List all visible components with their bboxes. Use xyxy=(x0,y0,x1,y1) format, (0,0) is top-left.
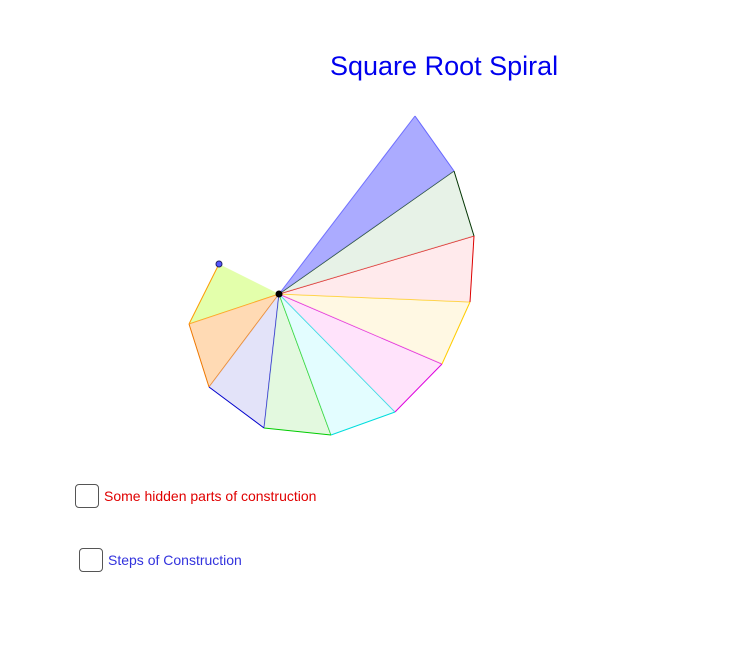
hidden-parts-checkbox[interactable] xyxy=(75,484,99,508)
triangle-sqrt11 xyxy=(279,116,454,294)
triangle-sqrt7-outer-edge xyxy=(394,363,443,413)
page-title: Square Root Spiral xyxy=(330,51,559,81)
triangle-sqrt3 xyxy=(189,294,279,387)
steps-checkbox[interactable] xyxy=(79,548,103,572)
triangle-sqrt4 xyxy=(209,294,279,428)
triangle-sqrt3-outer-edge xyxy=(188,323,210,388)
steps-label: Steps of Construction xyxy=(108,552,242,568)
triangle-sqrt8 xyxy=(279,294,470,364)
checkbox-row-steps[interactable]: Steps of Construction xyxy=(79,548,242,572)
triangle-sqrt11-outer-edge xyxy=(414,115,455,172)
triangle-sqrt7 xyxy=(279,294,442,412)
triangle-sqrt9-outer-edge xyxy=(469,235,475,303)
triangle-sqrt6-outer-edge xyxy=(330,411,396,436)
triangle-sqrt11-hypotenuse xyxy=(278,115,416,295)
spiral-triangles xyxy=(188,115,475,436)
triangle-sqrt9 xyxy=(279,236,474,302)
checkbox-row-hidden-parts[interactable]: Some hidden parts of construction xyxy=(75,484,316,508)
hidden-parts-label: Some hidden parts of construction xyxy=(104,488,317,504)
triangle-sqrt5-outer-edge xyxy=(263,427,332,436)
triangle-sqrt2-outer-edge xyxy=(188,263,220,325)
center-point[interactable] xyxy=(275,290,283,298)
triangle-sqrt10 xyxy=(279,171,474,294)
triangle-sqrt8-outer-edge xyxy=(441,301,471,365)
free-point[interactable] xyxy=(215,260,223,268)
triangle-sqrt6 xyxy=(279,294,395,435)
triangle-sqrt10-outer-edge xyxy=(453,170,475,237)
triangle-sqrt4-outer-edge xyxy=(208,386,265,429)
triangle-sqrt5 xyxy=(264,294,331,435)
